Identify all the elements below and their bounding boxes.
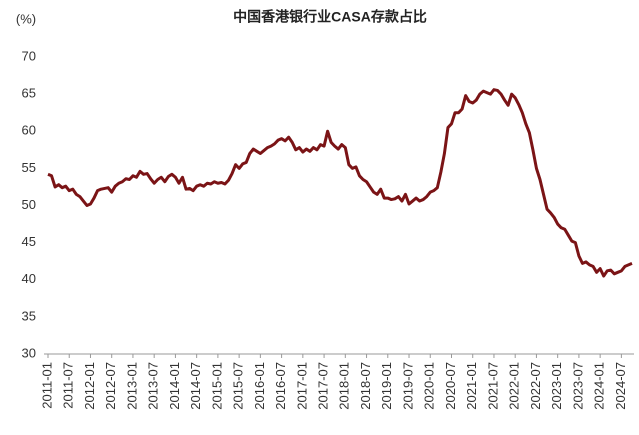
x-tick-label: 2011-01 (39, 362, 54, 409)
x-tick-label: 2016-01 (252, 362, 267, 410)
x-tick-label: 2014-01 (167, 362, 182, 410)
x-tick-label: 2023-07 (570, 362, 585, 410)
x-tick-label: 2017-01 (294, 362, 309, 410)
x-tick-label: 2018-01 (337, 362, 352, 410)
x-tick-label: 2023-01 (549, 362, 564, 410)
x-tick-label: 2017-07 (316, 362, 331, 410)
y-tick-label: 40 (22, 271, 36, 286)
x-tick-label: 2012-07 (103, 362, 118, 410)
x-tick-label: 2020-07 (443, 362, 458, 410)
y-tick-label: 65 (22, 86, 36, 101)
x-tick-label: 2012-01 (82, 362, 97, 410)
x-tick-label: 2013-07 (146, 362, 161, 410)
x-tick-label: 2013-01 (124, 362, 139, 410)
y-tick-label: 45 (22, 234, 36, 249)
y-tick-label: 30 (22, 345, 36, 360)
x-tick-label: 2024-01 (592, 362, 607, 410)
x-tick-label: 2016-07 (273, 362, 288, 410)
x-tick-label: 2024-07 (613, 362, 628, 410)
x-tick-label: 2011-07 (61, 362, 76, 409)
x-tick-label: 2019-01 (379, 362, 394, 410)
x-tick-label: 2015-07 (231, 362, 246, 410)
x-tick-label: 2014-07 (188, 362, 203, 410)
x-tick-label: 2018-07 (358, 362, 373, 410)
x-tick-label: 2022-01 (507, 362, 522, 410)
x-tick-label: 2022-07 (528, 362, 543, 410)
unit-label: (%) (16, 11, 36, 26)
y-tick-label: 35 (22, 308, 36, 323)
x-tick-label: 2019-07 (400, 362, 415, 410)
x-tick-label: 2020-01 (422, 362, 437, 410)
data-line (47, 88, 633, 278)
x-tick-label: 2021-01 (464, 362, 479, 410)
y-tick-label: 60 (22, 123, 36, 138)
x-tick-label: 2021-07 (485, 362, 500, 410)
x-tick-label: 2015-01 (209, 362, 224, 410)
y-tick-label: 50 (22, 197, 36, 212)
y-tick-label: 55 (22, 160, 36, 175)
y-tick-label: 70 (22, 48, 36, 63)
chart-title: 中国香港银行业CASA存款占比 (233, 9, 427, 25)
